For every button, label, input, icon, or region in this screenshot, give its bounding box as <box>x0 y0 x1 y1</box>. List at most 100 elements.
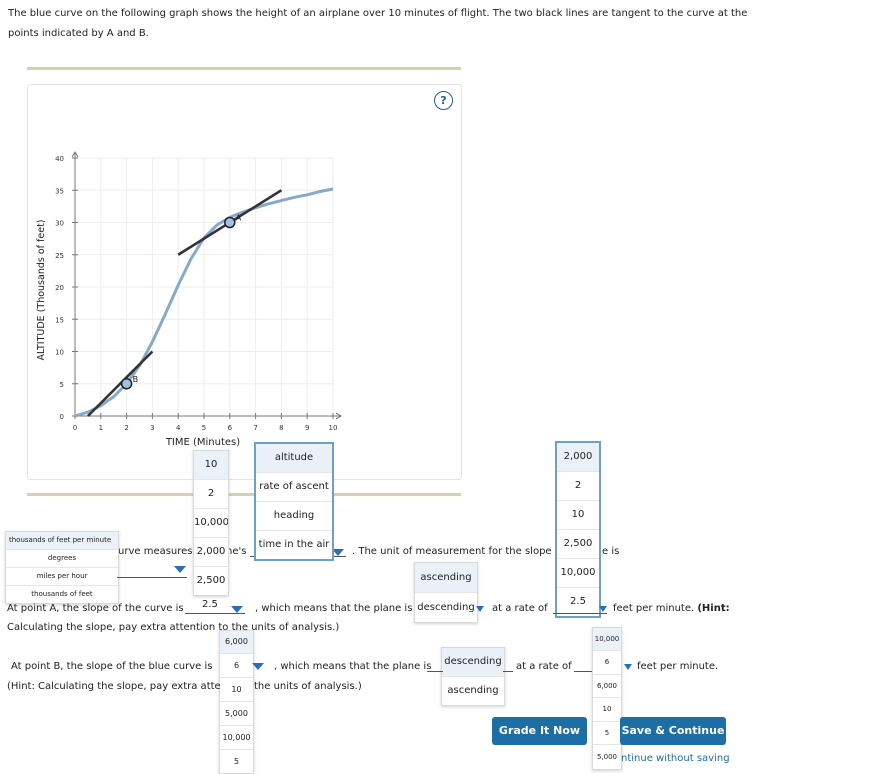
units-dropdown-list[interactable]: thousands of feet per minute degrees mil… <box>5 531 119 604</box>
qa-suffix: feet per minute. (Hint: <box>613 603 730 614</box>
q1-text-d: e is <box>602 546 620 557</box>
value-option-5[interactable]: 2,500 <box>196 575 226 586</box>
direction-b-option-1[interactable]: descending <box>442 648 504 677</box>
qb-prefix: At point B, the slope of the blue curve … <box>11 661 213 672</box>
tangent-lines <box>86 189 283 417</box>
y-tick-label-35: 35 <box>55 187 64 195</box>
measure-option-3[interactable]: heading <box>256 502 332 531</box>
rate-b-option-3[interactable]: 6,000 <box>593 675 621 698</box>
value-b-option-4[interactable]: 5,000 <box>220 702 253 726</box>
direction-a-option-1[interactable]: ascending <box>415 563 477 593</box>
y-tick-label-40: 40 <box>55 155 64 163</box>
y-tick-label-5: 5 <box>60 381 64 389</box>
x-tick-label-8: 8 <box>279 424 283 432</box>
value-option-2[interactable]: 2 <box>194 480 228 509</box>
rate-b-dropdown-list[interactable]: 10,000 6 6,000 10 5 5,000 <box>592 627 622 770</box>
measure-option-1[interactable]: altitude <box>256 444 332 473</box>
x-tick-label-2: 2 <box>124 424 128 432</box>
x-axis-arrow <box>335 412 342 420</box>
measure-dropdown-list[interactable]: altitude rate of ascent heading time in … <box>254 442 334 561</box>
qb-mid: , which means that the plane is <box>274 661 432 672</box>
qa-suffix-text: feet per minute. <box>613 603 695 614</box>
tangent-points: AB <box>120 214 242 390</box>
qa-slope-value: 2.5 <box>202 599 218 610</box>
rate-option-5[interactable]: 10,000 <box>557 559 599 588</box>
direction-a-option-2[interactable]: descending <box>417 602 475 613</box>
rate-b-option-2[interactable]: 6 <box>593 651 621 675</box>
bottom-divider <box>27 493 461 496</box>
x-tick-label-9: 9 <box>305 424 309 432</box>
qa-rate-arrow[interactable] <box>599 606 607 612</box>
x-tick-label-3: 3 <box>150 424 154 432</box>
qb-rate-select[interactable] <box>574 659 592 672</box>
rate-dropdown-list[interactable]: 2,000 2 10 2,500 10,000 2.5 <box>555 441 601 618</box>
measure-dropdown-arrow[interactable] <box>332 549 344 556</box>
y-tick-label-30: 30 <box>55 220 64 228</box>
q1-text-b: ne's <box>226 546 247 557</box>
rate-option-6[interactable]: 2.5 <box>570 596 586 607</box>
value-option-1[interactable]: 10 <box>194 451 228 480</box>
chart-axes <box>71 151 342 420</box>
top-divider <box>27 67 461 70</box>
value-option-3[interactable]: 10,000 <box>194 509 228 538</box>
value-dropdown-list[interactable]: 10 2 10,000 2,000 2,500 <box>193 450 229 596</box>
x-tick-label-5: 5 <box>202 424 206 432</box>
q1-text-a: urve measures <box>118 546 193 557</box>
qb-direction-blank[interactable] <box>427 659 443 672</box>
units-option-3[interactable]: miles per hour <box>6 568 118 586</box>
continue-without-saving-link[interactable]: ntinue without saving <box>621 753 730 764</box>
value-b-option-3[interactable]: 10 <box>220 678 253 702</box>
intro-line-1: The blue curve on the following graph sh… <box>8 8 748 19</box>
value-b-option-1[interactable]: 6,000 <box>220 631 253 654</box>
units-option-1[interactable]: thousands of feet per minute <box>6 532 118 550</box>
rate-b-option-4[interactable]: 10 <box>593 698 621 722</box>
qb-direction-select[interactable] <box>503 659 513 672</box>
qb-rate-arrow[interactable] <box>624 664 632 670</box>
rate-b-option-1[interactable]: 10,000 <box>593 628 621 651</box>
qb-mid2: at a rate of <box>516 661 572 672</box>
intro-text: The blue curve on the following graph sh… <box>8 4 748 44</box>
direction-b-option-2[interactable]: ascending <box>447 685 499 696</box>
chart-grid <box>75 157 334 416</box>
y-tick-label-20: 20 <box>55 284 64 292</box>
qa-mid: , which means that the plane is <box>255 603 413 614</box>
rate-b-option-6[interactable]: 5,000 <box>596 753 618 761</box>
rate-option-3[interactable]: 10 <box>557 501 599 530</box>
qb-suffix: feet per minute. <box>637 661 719 672</box>
qb-slope-arrow[interactable] <box>252 663 264 670</box>
rate-option-4[interactable]: 2,500 <box>557 530 599 559</box>
y-axis-arrow <box>71 151 79 158</box>
qa-rate-select[interactable] <box>553 601 607 614</box>
units-dropdown-arrow[interactable] <box>174 566 186 573</box>
value-b-option-5[interactable]: 10,000 <box>220 726 253 750</box>
intro-line-2: points indicated by A and B. <box>8 28 149 39</box>
direction-a-dropdown-list[interactable]: ascending descending <box>414 562 478 623</box>
value-option-4[interactable]: 2,000 <box>194 538 228 567</box>
measure-option-2[interactable]: rate of ascent <box>256 473 332 502</box>
rate-option-2[interactable]: 2 <box>557 472 599 501</box>
units-option-4[interactable]: thousands of feet <box>31 590 93 598</box>
x-tick-label-1: 1 <box>99 424 103 432</box>
value-b-option-6[interactable]: 5 <box>233 757 240 766</box>
direction-b-dropdown-list[interactable]: descending ascending <box>441 647 505 706</box>
qa-slope-arrow[interactable] <box>231 606 243 613</box>
tangent-line-b <box>86 350 154 417</box>
x-tick-label-6: 6 <box>228 424 233 432</box>
qa-mid2: at a rate of <box>492 603 548 614</box>
point-b-label: B <box>133 375 139 384</box>
save-continue-button[interactable]: Save & Continue <box>620 717 726 745</box>
qa-prefix: At point A, the slope of the curve is <box>7 603 184 614</box>
help-icon[interactable]: ? <box>434 91 453 110</box>
units-option-2[interactable]: degrees <box>6 550 118 568</box>
grade-it-now-button[interactable]: Grade It Now <box>492 717 587 745</box>
rate-option-1[interactable]: 2,000 <box>557 443 599 472</box>
rate-b-option-5[interactable]: 5 <box>593 722 621 745</box>
qa-direction-arrow[interactable] <box>476 606 484 612</box>
qa-slope-select[interactable] <box>185 601 245 614</box>
units-select[interactable] <box>117 565 187 578</box>
measure-option-4[interactable]: time in the air <box>258 539 330 550</box>
point-a-marker <box>224 216 236 229</box>
value-b-option-2[interactable]: 6 <box>220 654 253 678</box>
value-b-dropdown-list[interactable]: 6,000 6 10 5,000 10,000 5 <box>219 630 254 774</box>
